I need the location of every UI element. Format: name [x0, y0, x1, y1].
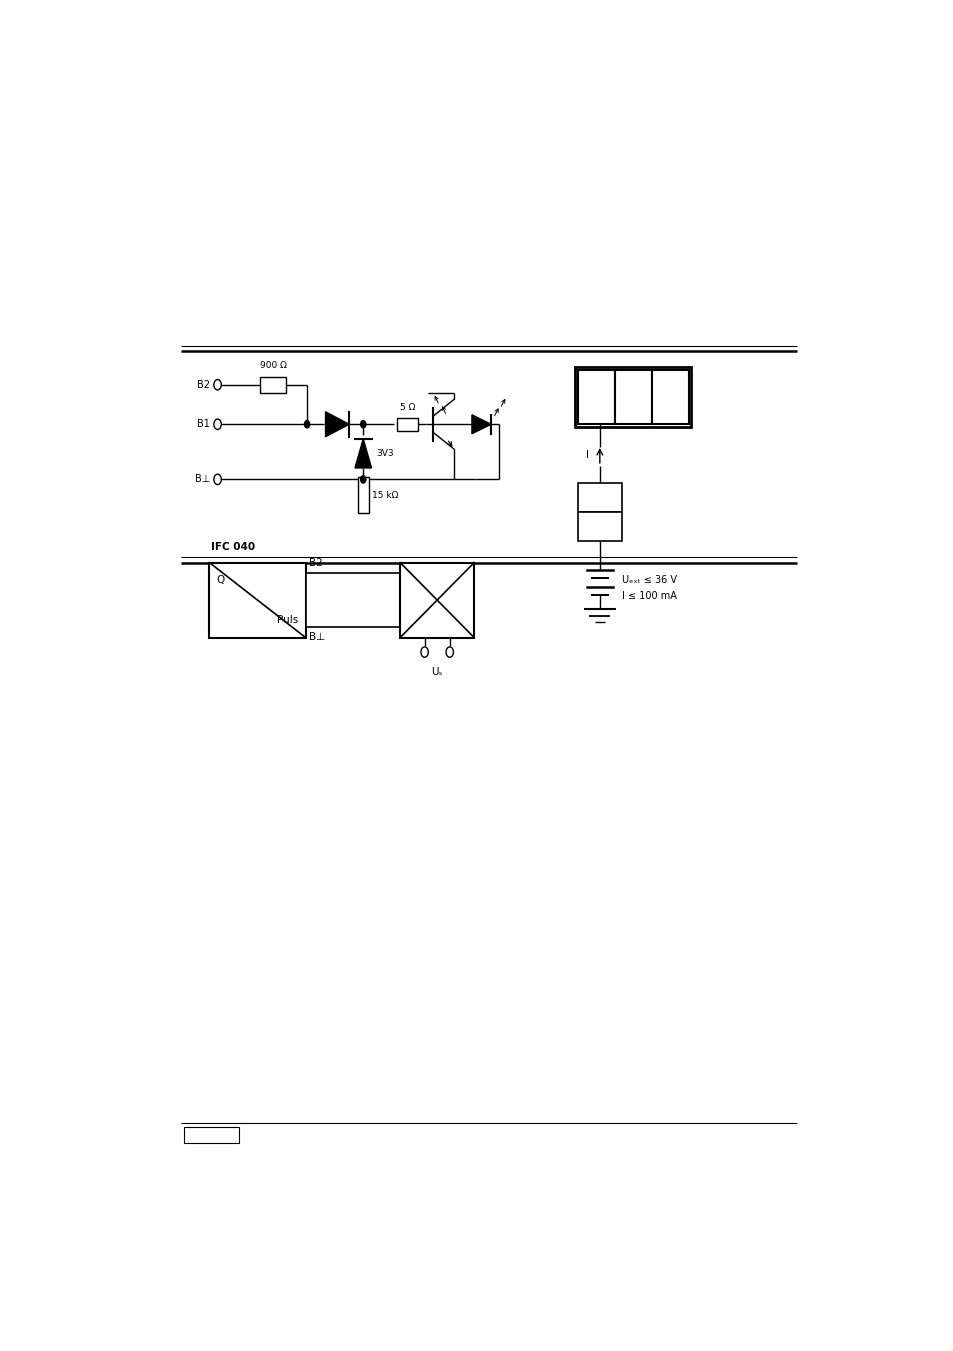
Bar — [183, 1128, 239, 1143]
Bar — [357, 477, 369, 512]
Text: Puls: Puls — [276, 615, 298, 626]
Text: B⊥: B⊥ — [622, 390, 643, 404]
Circle shape — [360, 420, 365, 428]
Bar — [651, 370, 688, 424]
Bar — [577, 512, 621, 540]
Bar — [614, 370, 651, 424]
Circle shape — [213, 380, 221, 390]
Text: 000: 000 — [589, 492, 609, 503]
Text: B2: B2 — [197, 380, 210, 389]
Text: KROHNE: KROHNE — [190, 1131, 233, 1140]
Text: I ≤ 100 mA: I ≤ 100 mA — [621, 590, 677, 601]
Circle shape — [213, 419, 221, 430]
Text: Uₑₓₜ ≤ 36 V: Uₑₓₜ ≤ 36 V — [621, 576, 677, 585]
Text: IFC 040: IFC 040 — [211, 542, 254, 553]
Bar — [210, 562, 305, 638]
Text: 15 kΩ: 15 kΩ — [372, 490, 398, 500]
Text: B2: B2 — [309, 558, 323, 567]
Text: B1: B1 — [197, 419, 210, 430]
Bar — [396, 417, 417, 431]
Text: I: I — [586, 450, 589, 461]
Text: Q: Q — [216, 576, 225, 585]
Circle shape — [446, 647, 453, 658]
Polygon shape — [325, 412, 349, 436]
Circle shape — [360, 476, 365, 484]
Text: 900 Ω: 900 Ω — [259, 361, 286, 370]
Text: B2: B2 — [659, 389, 680, 405]
Polygon shape — [355, 439, 371, 467]
Circle shape — [304, 420, 310, 428]
Text: B⊥: B⊥ — [194, 474, 210, 485]
Bar — [577, 482, 621, 512]
Circle shape — [420, 647, 428, 658]
Bar — [577, 370, 614, 424]
Text: Σ: Σ — [595, 519, 603, 534]
Text: 5 Ω: 5 Ω — [399, 403, 415, 412]
Polygon shape — [472, 415, 491, 434]
Bar — [575, 367, 690, 427]
Text: 3V3: 3V3 — [376, 449, 394, 458]
Bar — [305, 573, 400, 627]
Text: Uₛ: Uₛ — [431, 666, 442, 677]
Bar — [259, 377, 286, 393]
Text: B⊥: B⊥ — [309, 632, 325, 642]
Circle shape — [213, 474, 221, 485]
Bar — [400, 562, 474, 638]
Text: B1: B1 — [584, 389, 606, 405]
